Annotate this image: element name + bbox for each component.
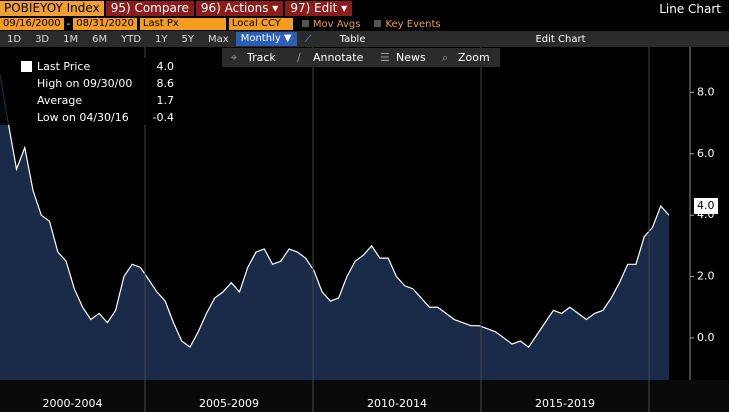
legend-label: Low on 04/30/16 — [37, 111, 129, 124]
y-tick-label: 8.0 — [697, 85, 715, 98]
date-dash: - — [66, 18, 71, 30]
chart: 2000-2004 2005-2009 2010-2014 2015-2019 0.0 2… — [0, 47, 729, 412]
edit-button[interactable]: 97) Edit ▾ — [285, 1, 353, 16]
compare-button[interactable]: 95) Compare — [105, 1, 194, 16]
line — [0, 73, 670, 349]
legend-value: 4.0 — [157, 60, 175, 73]
tool-button: Annotate — [313, 51, 364, 64]
y-tick-label: 2.0 — [697, 270, 715, 283]
control-bar: 09/16/2000 - 08/31/2020 Last Px Local CC… — [0, 17, 729, 31]
end-date[interactable]: 08/31/2020 — [73, 18, 137, 30]
chart-kind: Line Chart — [659, 1, 721, 16]
table-button[interactable]: Table — [339, 33, 366, 45]
last-value-box — [694, 197, 718, 214]
tool-icon: ☰ — [380, 51, 390, 64]
period-button[interactable]: 1M — [63, 33, 79, 45]
period-button[interactable]: 3D — [35, 33, 50, 45]
chart-icon: ⟋ — [304, 33, 312, 45]
tool-button: Track — [246, 51, 276, 64]
y-tick-label: 6.0 — [697, 147, 715, 160]
ticker[interactable]: POBIEYOY Index — [0, 1, 104, 16]
period-button[interactable]: Max — [208, 33, 229, 45]
period-button[interactable]: 6M — [92, 33, 108, 45]
legend-value: 1.7 — [157, 94, 175, 107]
last-value-label: 4.0 — [697, 199, 715, 212]
tool-bar — [222, 48, 500, 67]
period-button[interactable]: 5Y — [181, 33, 195, 45]
tool-icon: ⌖ — [231, 51, 237, 64]
key-events[interactable]: Key Events — [374, 19, 440, 30]
area — [0, 74, 669, 380]
legend-label: Last Price — [37, 60, 90, 73]
legend-value: -0.4 — [153, 111, 174, 124]
edit-chart[interactable]: Edit Chart — [535, 33, 586, 45]
x-tick-label: 2015-2019 — [535, 397, 595, 410]
x-tick-label: 2005-2009 — [199, 397, 259, 410]
period-button[interactable]: 1Y — [155, 33, 168, 45]
currency[interactable]: Local CCY — [228, 18, 293, 30]
period-button[interactable]: 1D — [7, 33, 22, 45]
x-tick-label: 2010-2014 — [367, 397, 427, 410]
x-axis-band — [0, 380, 729, 412]
frequency[interactable]: Monthly ▼ — [235, 32, 297, 46]
x-tick-label: 2000-2004 — [43, 397, 103, 410]
period-bar: 1D 3D 1M 6M YTD 1Y 5Y Max Monthly ▼ ⟋ Table Edit Ch… — [0, 31, 729, 47]
tool-button: Zoom — [458, 51, 490, 64]
tool-button: News — [396, 51, 426, 64]
period-button[interactable]: YTD — [121, 33, 142, 45]
actions-button[interactable]: 96) Actions ▾ — [195, 1, 284, 16]
legend-value: 8.6 — [157, 77, 175, 90]
legend-label: Average — [37, 94, 82, 107]
field[interactable]: Last Px — [139, 18, 226, 30]
y-tick-label: 0.0 — [697, 331, 715, 344]
tool-icon: ⌕ — [442, 51, 448, 64]
mov-avgs[interactable]: Mov Avgs — [302, 19, 361, 30]
start-date[interactable]: 09/16/2000 — [0, 18, 64, 30]
legend-label: High on 09/30/00 — [37, 77, 132, 90]
legend-swatch — [21, 61, 32, 72]
tool-icon: ∕ — [297, 51, 301, 64]
title-bar: POBIEYOY Index 95) Compare 96) Actions ▾… — [0, 0, 729, 17]
